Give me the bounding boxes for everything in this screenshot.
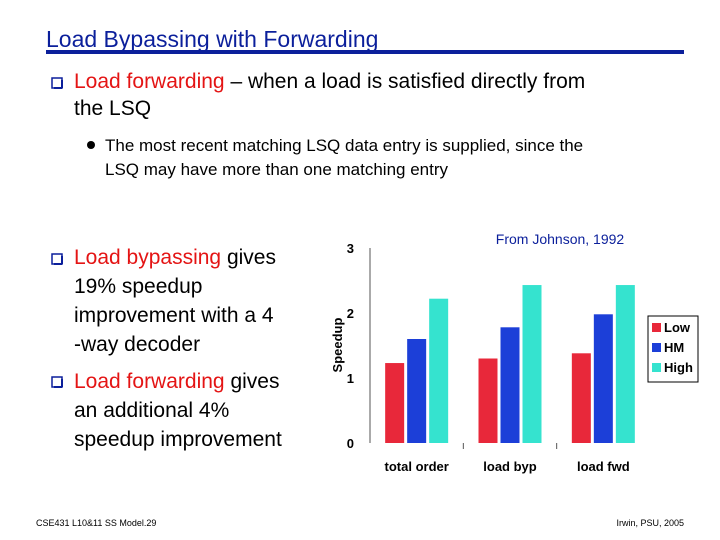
sub-bullet-line2: LSQ may have more than one matching entr… (105, 160, 449, 179)
y-tick-label: 1 (347, 371, 354, 386)
square-bullet-icon (51, 376, 63, 388)
bar-high-1 (522, 285, 542, 443)
bullet-load-bypassing-line3: improvement with a 4 (74, 304, 274, 327)
bullet-load-bypassing-line4: -way decoder (74, 333, 201, 356)
title-underline (46, 50, 684, 54)
footer-author: Irwin, PSU, 2005 (616, 518, 684, 528)
bar-high-0 (429, 298, 449, 443)
bullet-load-forwarding-line2: the LSQ (74, 97, 152, 120)
highlight-load-forwarding: Load forwarding (74, 370, 225, 393)
footer-course-label: CSE431 L10&11 SS Model.29 (36, 518, 157, 528)
legend-swatch-high (652, 363, 661, 372)
bullet-load-forwarding-gain-line3: speedup improvement (74, 428, 282, 451)
y-axis-label: Speedup (330, 317, 345, 372)
bar-hm-2 (593, 314, 613, 443)
y-tick-label: 0 (347, 436, 354, 451)
bullet-load-forwarding-line1: Load forwarding – when a load is satisfi… (74, 68, 585, 96)
bullet-load-bypassing-line1: Load bypassing gives (74, 244, 276, 272)
legend-label-high: High (664, 360, 693, 375)
slide-title: Load Bypassing with Forwarding (46, 26, 379, 52)
chart-annotation: From Johnson, 1992 (496, 231, 625, 247)
bar-low-2 (571, 353, 591, 443)
highlight-load-bypassing: Load bypassing (74, 246, 222, 269)
bullet-text: gives (224, 370, 280, 393)
sub-bullet-line1: The most recent matching LSQ data entry … (105, 136, 584, 155)
bullet-text: gives (221, 246, 276, 269)
y-tick-label: 3 (347, 241, 354, 256)
highlight-load-forwarding: Load forwarding (74, 70, 225, 93)
legend-label-hm: HM (664, 340, 684, 355)
bullet-text: – when a load is satisfied directly from (224, 70, 586, 93)
bar-high-2 (615, 285, 635, 443)
bar-low-1 (478, 358, 498, 443)
y-tick-label: 2 (347, 306, 354, 321)
bullet-load-bypassing-line2: 19% speedup (74, 275, 203, 298)
legend-swatch-low (652, 323, 661, 332)
bar-low-0 (385, 363, 405, 443)
square-bullet-icon (51, 253, 63, 265)
speedup-bar-chart: From Johnson, 1992 Speedup 0 1 2 3 total order… (330, 231, 699, 474)
bar-hm-0 (407, 339, 427, 443)
bar-hm-1 (500, 327, 520, 443)
x-tick-label: load byp (483, 459, 537, 474)
square-bullet-icon (51, 77, 63, 89)
x-tick-label: total order (385, 459, 449, 474)
bullet-load-forwarding-gain-line2: an additional 4% (74, 399, 230, 422)
legend-swatch-hm (652, 343, 661, 352)
x-tick-label: load fwd (577, 459, 630, 474)
legend-label-low: Low (664, 320, 691, 335)
bullet-load-forwarding-gain-line1: Load forwarding gives (74, 368, 279, 396)
sub-bullet-dot-icon (87, 141, 95, 149)
